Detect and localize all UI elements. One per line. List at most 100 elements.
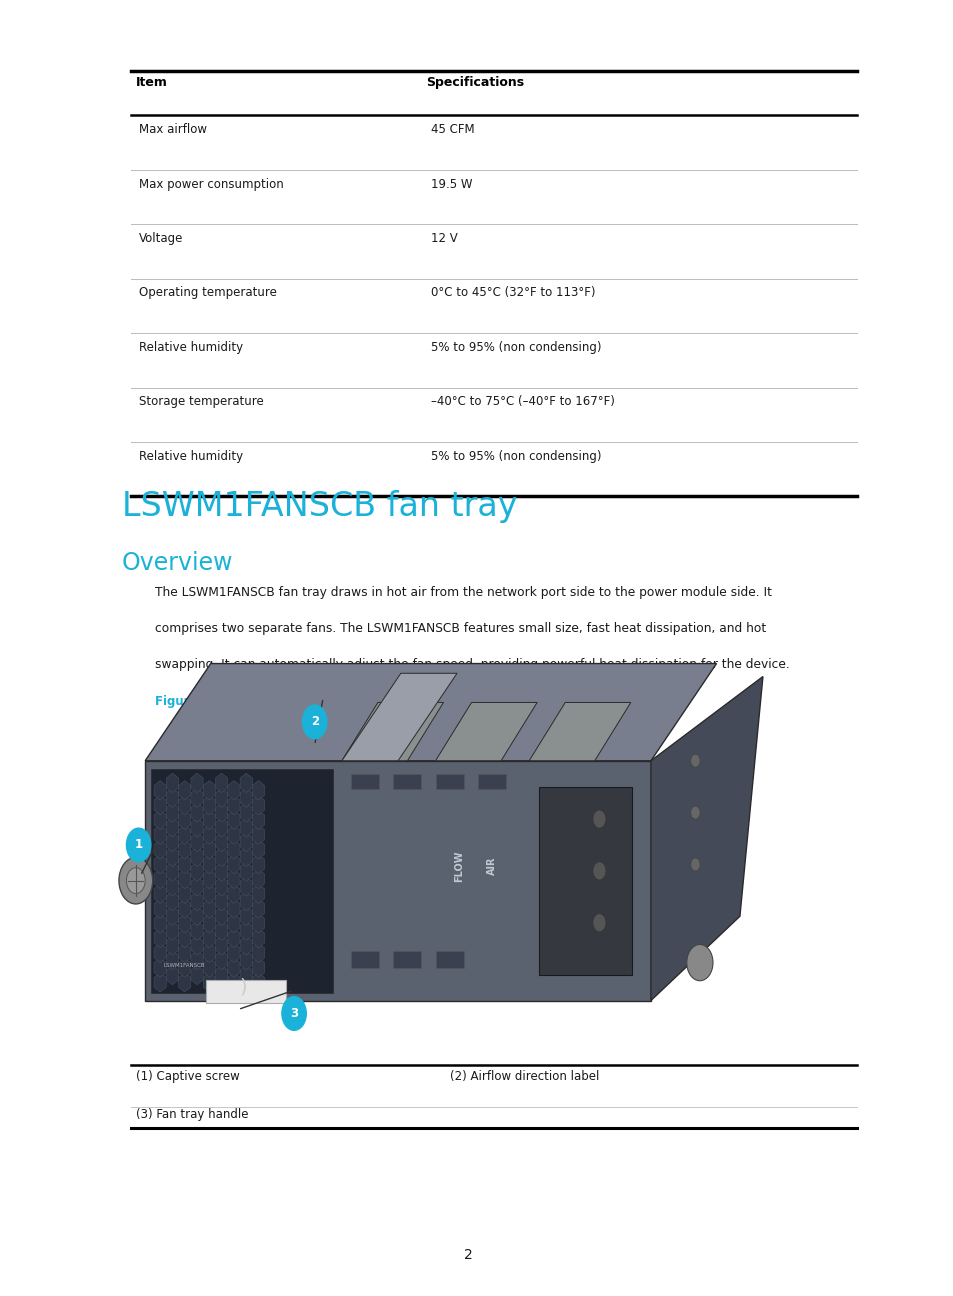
Polygon shape	[154, 914, 166, 933]
Text: Storage temperature: Storage temperature	[138, 395, 263, 408]
Circle shape	[127, 868, 145, 894]
Polygon shape	[203, 899, 215, 918]
Polygon shape	[215, 832, 228, 851]
Text: (1) Captive screw: (1) Captive screw	[135, 1070, 239, 1083]
Polygon shape	[178, 899, 191, 918]
Polygon shape	[191, 774, 203, 793]
Polygon shape	[228, 914, 240, 933]
Polygon shape	[436, 774, 463, 789]
Text: (2) Airflow direction label: (2) Airflow direction label	[449, 1070, 598, 1083]
Polygon shape	[228, 870, 240, 889]
Polygon shape	[191, 921, 203, 941]
Polygon shape	[240, 788, 252, 807]
Polygon shape	[240, 848, 252, 867]
Circle shape	[282, 997, 306, 1030]
Polygon shape	[191, 788, 203, 807]
Polygon shape	[215, 862, 228, 881]
Polygon shape	[253, 914, 264, 933]
Polygon shape	[178, 958, 191, 977]
Polygon shape	[191, 848, 203, 867]
Polygon shape	[166, 892, 178, 911]
Polygon shape	[166, 876, 178, 896]
Polygon shape	[203, 854, 215, 874]
Text: Voltage: Voltage	[138, 232, 183, 245]
Polygon shape	[178, 854, 191, 874]
Polygon shape	[191, 892, 203, 911]
Polygon shape	[166, 788, 178, 807]
Polygon shape	[341, 702, 443, 761]
Polygon shape	[215, 876, 228, 896]
Polygon shape	[166, 832, 178, 851]
Polygon shape	[529, 702, 630, 761]
Polygon shape	[178, 870, 191, 889]
Polygon shape	[393, 951, 421, 968]
Text: 0°C to 45°C (32°F to 113°F): 0°C to 45°C (32°F to 113°F)	[431, 286, 595, 299]
Text: 2: 2	[311, 715, 318, 728]
Polygon shape	[650, 677, 762, 1001]
Polygon shape	[166, 862, 178, 881]
Polygon shape	[154, 899, 166, 918]
Text: Item: Item	[135, 76, 168, 89]
Polygon shape	[436, 702, 537, 761]
Polygon shape	[215, 966, 228, 985]
Polygon shape	[178, 826, 191, 845]
Polygon shape	[215, 906, 228, 925]
Text: AIR: AIR	[486, 857, 497, 876]
Polygon shape	[253, 840, 264, 859]
Text: Figure 2 LSWM1FANSCB fan tray: Figure 2 LSWM1FANSCB fan tray	[154, 695, 371, 708]
Polygon shape	[166, 950, 178, 969]
Polygon shape	[240, 921, 252, 941]
Polygon shape	[240, 774, 252, 793]
Polygon shape	[203, 884, 215, 903]
Polygon shape	[240, 906, 252, 925]
Polygon shape	[178, 780, 191, 800]
Circle shape	[302, 705, 327, 739]
Polygon shape	[240, 876, 252, 896]
Circle shape	[686, 945, 712, 981]
Polygon shape	[228, 958, 240, 977]
Circle shape	[119, 858, 152, 905]
Text: Relative humidity: Relative humidity	[138, 341, 242, 354]
Polygon shape	[166, 936, 178, 955]
Polygon shape	[154, 826, 166, 845]
Polygon shape	[191, 966, 203, 985]
Text: Max power consumption: Max power consumption	[138, 178, 283, 191]
Polygon shape	[253, 810, 264, 829]
Polygon shape	[203, 840, 215, 859]
Polygon shape	[351, 774, 379, 789]
Polygon shape	[154, 958, 166, 977]
Polygon shape	[240, 802, 252, 822]
Polygon shape	[178, 928, 191, 947]
Polygon shape	[228, 810, 240, 829]
Polygon shape	[228, 796, 240, 815]
Polygon shape	[166, 802, 178, 822]
Circle shape	[690, 754, 700, 767]
Polygon shape	[178, 840, 191, 859]
Polygon shape	[240, 966, 252, 985]
Text: 12 V: 12 V	[431, 232, 457, 245]
Polygon shape	[178, 796, 191, 815]
Polygon shape	[203, 870, 215, 889]
Polygon shape	[228, 854, 240, 874]
Polygon shape	[203, 914, 215, 933]
Polygon shape	[191, 832, 203, 851]
Polygon shape	[145, 664, 716, 761]
Text: FLOW: FLOW	[454, 850, 463, 883]
Polygon shape	[178, 810, 191, 829]
Polygon shape	[240, 950, 252, 969]
Polygon shape	[203, 796, 215, 815]
Polygon shape	[215, 788, 228, 807]
Polygon shape	[206, 980, 285, 1003]
Polygon shape	[393, 774, 421, 789]
Polygon shape	[191, 818, 203, 837]
Polygon shape	[166, 818, 178, 837]
Polygon shape	[166, 966, 178, 985]
Polygon shape	[154, 928, 166, 947]
Polygon shape	[253, 958, 264, 977]
Polygon shape	[253, 826, 264, 845]
Polygon shape	[154, 943, 166, 963]
Polygon shape	[203, 928, 215, 947]
Text: Max airflow: Max airflow	[138, 123, 207, 136]
Polygon shape	[253, 854, 264, 874]
Text: 2: 2	[463, 1248, 472, 1261]
